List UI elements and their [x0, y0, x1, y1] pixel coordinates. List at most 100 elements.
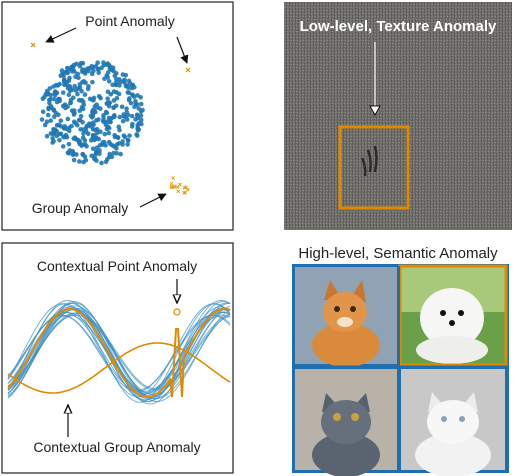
dot	[64, 82, 70, 88]
dot	[44, 119, 50, 124]
dot	[123, 72, 129, 78]
dot	[132, 104, 137, 110]
dot	[99, 160, 104, 166]
group-point	[183, 191, 188, 195]
dot	[112, 114, 117, 120]
dot	[65, 150, 71, 156]
dot	[70, 152, 76, 157]
dot	[97, 151, 102, 157]
dot	[138, 109, 144, 114]
dot	[111, 105, 116, 110]
dot	[59, 68, 65, 73]
dot	[90, 97, 95, 103]
dot	[90, 146, 96, 152]
dot	[84, 123, 90, 129]
dot	[52, 89, 58, 94]
dot	[64, 134, 70, 140]
dot	[74, 152, 79, 157]
dot	[60, 90, 66, 95]
dot	[76, 117, 82, 123]
dot	[129, 113, 135, 119]
dot	[40, 96, 46, 101]
dot	[57, 131, 62, 137]
dot	[125, 138, 131, 143]
dot	[96, 70, 102, 76]
dot	[57, 98, 62, 104]
dot	[113, 80, 119, 85]
semantic-title: High-level, Semantic Anomaly	[298, 245, 498, 262]
group-point	[177, 182, 182, 187]
dot	[94, 135, 99, 140]
texture-image	[284, 2, 512, 230]
dot	[108, 91, 114, 97]
dot	[99, 65, 104, 71]
dot	[50, 135, 55, 141]
dot	[52, 130, 57, 135]
dot	[64, 65, 70, 71]
dot	[89, 64, 94, 69]
dot	[69, 108, 75, 114]
dot	[127, 133, 132, 138]
dot	[106, 139, 112, 145]
dot	[120, 118, 126, 124]
dot	[65, 116, 71, 122]
group-point	[171, 176, 176, 180]
dot	[119, 104, 125, 110]
dot	[98, 106, 103, 111]
arrow	[176, 36, 189, 64]
dot	[101, 119, 106, 124]
dot	[139, 121, 144, 127]
texture-defect	[360, 145, 378, 177]
dot	[112, 73, 118, 79]
dot	[117, 83, 122, 88]
dot	[111, 89, 117, 94]
dot	[120, 139, 125, 144]
dot	[58, 118, 64, 124]
dot	[44, 133, 50, 139]
dot	[48, 92, 54, 98]
group-anomaly	[169, 176, 190, 195]
dot	[109, 154, 115, 160]
dot	[67, 125, 72, 130]
dot	[80, 106, 86, 112]
dot	[117, 77, 122, 82]
dot	[63, 105, 68, 111]
dot	[98, 129, 103, 135]
panel-frame	[1, 1, 234, 231]
dot	[105, 74, 111, 80]
dot	[138, 101, 144, 107]
dot	[71, 112, 77, 117]
dot	[82, 92, 88, 97]
image-white-cat	[401, 369, 505, 476]
dot	[117, 114, 123, 120]
dot	[125, 90, 131, 95]
dot	[81, 159, 86, 165]
normal-series	[7, 309, 231, 396]
dot	[127, 81, 133, 86]
dot	[75, 137, 80, 143]
dot	[92, 104, 98, 109]
dot	[78, 126, 83, 132]
dot	[84, 143, 89, 149]
dot	[132, 84, 137, 90]
group-point	[169, 181, 174, 186]
dot	[92, 127, 98, 132]
dot	[67, 75, 72, 81]
normal-series	[7, 303, 231, 403]
dot	[95, 66, 101, 72]
dot	[100, 140, 105, 145]
dot	[47, 86, 53, 91]
dot	[90, 107, 96, 113]
point-anomalies	[30, 42, 191, 73]
dot	[126, 97, 132, 103]
dot	[97, 148, 102, 153]
group-point	[185, 187, 190, 192]
dot	[118, 151, 123, 157]
dot	[138, 113, 144, 118]
dot	[106, 130, 112, 136]
dot	[79, 88, 84, 94]
dot	[40, 109, 46, 115]
dot	[122, 134, 128, 140]
dot	[39, 117, 45, 122]
